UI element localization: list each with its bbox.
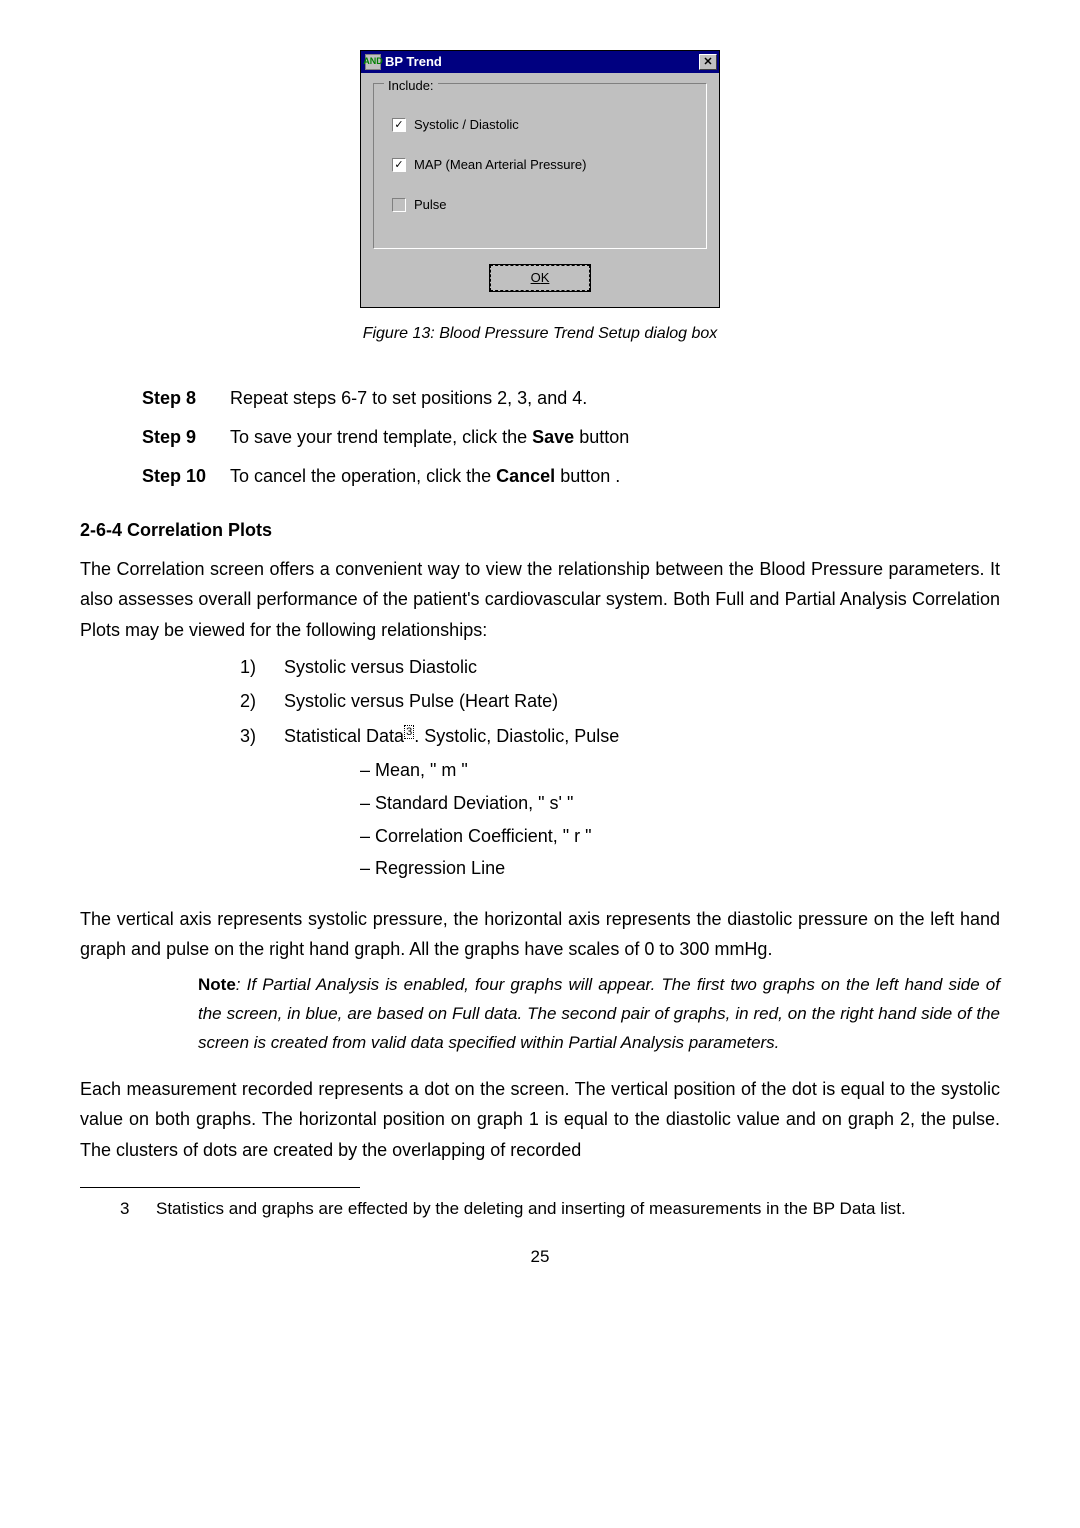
bp-trend-dialog: AND BP Trend ✕ Include: ✓ Systolic / Dia… (360, 50, 720, 308)
list-text-1: Systolic versus Diastolic (284, 652, 477, 683)
list-text-3b: . Systolic, Diastolic, Pulse (414, 726, 619, 746)
para-3: Each measurement recorded represents a d… (80, 1074, 1000, 1166)
footnote-rule (80, 1187, 360, 1188)
list-num-1: 1) (240, 652, 284, 683)
step-10-text-b: Cancel (496, 466, 555, 486)
para-1: The Correlation screen offers a convenie… (80, 554, 1000, 646)
list-item-2: 2) Systolic versus Pulse (Heart Rate) (240, 686, 1000, 717)
step-10-label: Step 10 (142, 461, 214, 492)
checkbox-label-map: MAP (Mean Arterial Pressure) (414, 154, 586, 176)
sub-item-1: – Mean, " m " (360, 755, 1000, 786)
ok-button-rest: K (541, 267, 550, 289)
step-9-text-c: button (574, 427, 629, 447)
checkbox-row-map[interactable]: ✓ MAP (Mean Arterial Pressure) (392, 154, 692, 176)
checkbox-systolic[interactable]: ✓ (392, 118, 406, 132)
note-text: : If Partial Analysis is enabled, four g… (198, 975, 1000, 1052)
titlebar-left: AND BP Trend (365, 51, 442, 73)
list-num-3: 3) (240, 721, 284, 752)
checkbox-row-pulse[interactable]: Pulse (392, 194, 692, 216)
groupbox-label: Include: (384, 75, 438, 97)
step-8-row: Step 8 Repeat steps 6-7 to set positions… (142, 383, 1000, 414)
checkbox-row-systolic[interactable]: ✓ Systolic / Diastolic (392, 114, 692, 136)
note-block: Note: If Partial Analysis is enabled, fo… (198, 971, 1000, 1058)
list-item-1: 1) Systolic versus Diastolic (240, 652, 1000, 683)
step-9-row: Step 9 To save your trend template, clic… (142, 422, 1000, 453)
sub-item-4: – Regression Line (360, 853, 1000, 884)
dialog-titlebar: AND BP Trend ✕ (361, 51, 719, 73)
step-10-text-a: To cancel the operation, click the (230, 466, 496, 486)
close-button[interactable]: ✕ (699, 54, 717, 70)
checkbox-map[interactable]: ✓ (392, 158, 406, 172)
footnote-text: Statistics and graphs are effected by th… (156, 1194, 906, 1225)
step-8-label: Step 8 (142, 383, 214, 414)
footnote-ref-icon: 3 (404, 725, 414, 739)
checkbox-label-pulse: Pulse (414, 194, 447, 216)
list-text-3: Statistical Data3. Systolic, Diastolic, … (284, 721, 619, 752)
footnote: 3 Statistics and graphs are effected by … (120, 1194, 1000, 1225)
dialog-body: Include: ✓ Systolic / Diastolic ✓ MAP (M… (361, 73, 719, 307)
para-2: The vertical axis represents systolic pr… (80, 904, 1000, 965)
step-8-text: Repeat steps 6-7 to set positions 2, 3, … (230, 383, 587, 414)
checkbox-pulse[interactable] (392, 198, 406, 212)
footnote-num: 3 (120, 1194, 140, 1225)
app-icon: AND (365, 54, 381, 70)
dialog-container: AND BP Trend ✕ Include: ✓ Systolic / Dia… (80, 50, 1000, 308)
list-num-2: 2) (240, 686, 284, 717)
ok-button[interactable]: OK (490, 265, 590, 291)
step-9-text: To save your trend template, click the S… (230, 422, 629, 453)
section-heading: 2-6-4 Correlation Plots (80, 515, 1000, 546)
ok-button-row: OK (373, 265, 707, 291)
include-groupbox: Include: ✓ Systolic / Diastolic ✓ MAP (M… (373, 83, 707, 249)
list-item-3: 3) Statistical Data3. Systolic, Diastoli… (240, 721, 1000, 752)
page-number: 25 (80, 1243, 1000, 1272)
note-label: Note (198, 975, 236, 994)
step-10-row: Step 10 To cancel the operation, click t… (142, 461, 1000, 492)
list-text-3a: Statistical Data (284, 726, 404, 746)
step-9-text-b: Save (532, 427, 574, 447)
checkbox-label-systolic: Systolic / Diastolic (414, 114, 519, 136)
dialog-title: BP Trend (385, 51, 442, 73)
step-9-label: Step 9 (142, 422, 214, 453)
figure-caption: Figure 13: Blood Pressure Trend Setup di… (80, 320, 1000, 347)
sub-item-2: – Standard Deviation, " s' " (360, 788, 1000, 819)
ok-button-underline: O (531, 267, 541, 289)
list-text-2: Systolic versus Pulse (Heart Rate) (284, 686, 558, 717)
step-9-text-a: To save your trend template, click the (230, 427, 532, 447)
sub-item-3: – Correlation Coefficient, " r " (360, 821, 1000, 852)
step-10-text-c: button . (555, 466, 620, 486)
step-10-text: To cancel the operation, click the Cance… (230, 461, 620, 492)
